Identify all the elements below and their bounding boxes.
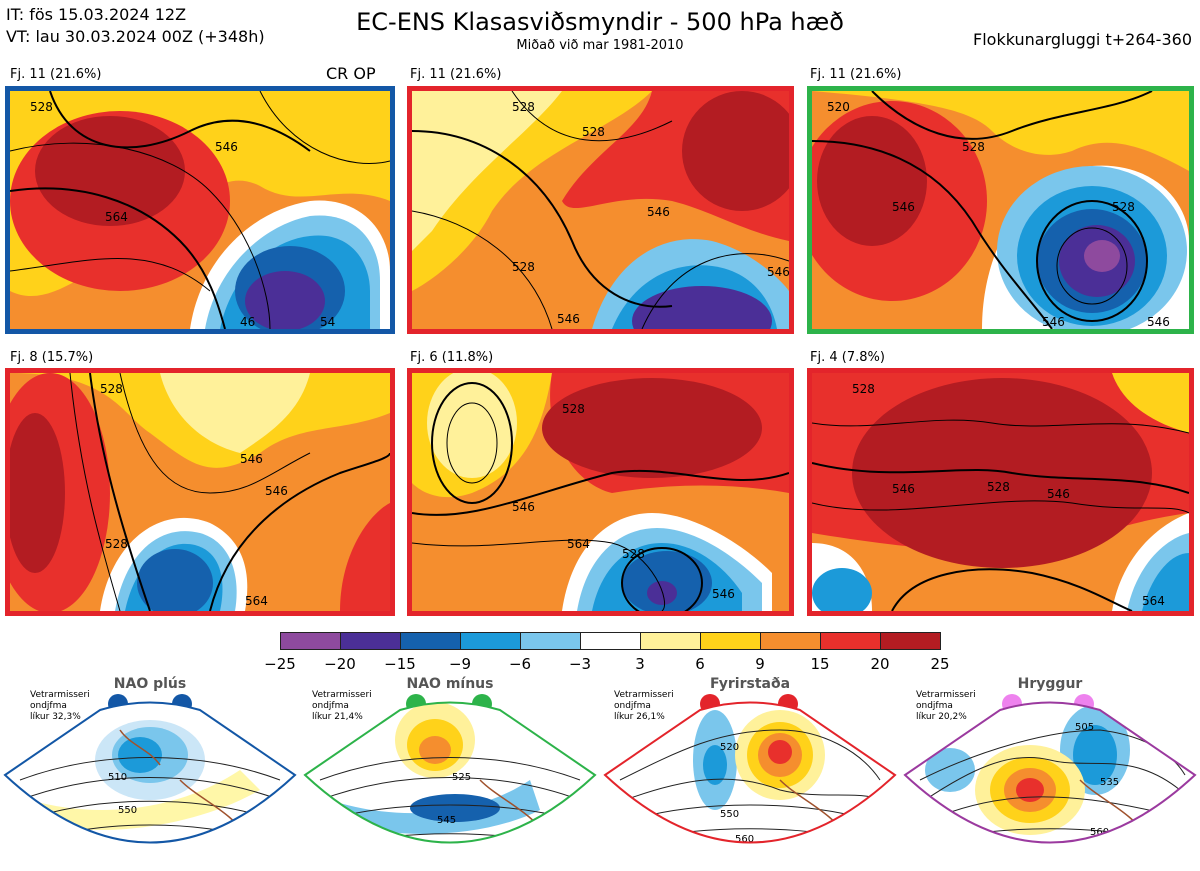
- contour-label: 546: [1042, 315, 1065, 329]
- colorbar-swatch: [520, 632, 581, 650]
- cluster-map-5: 528 546 564 546 528: [407, 368, 794, 616]
- header-info: IT: fös 15.03.2024 12Z VT: lau 30.03.202…: [6, 4, 265, 48]
- colorbar-tick: 3: [635, 655, 645, 673]
- colorbar-swatch: [880, 632, 941, 650]
- colorbar-tick: −25: [264, 655, 296, 673]
- contour-label: 564: [245, 594, 268, 608]
- contour-label: 546: [647, 205, 670, 219]
- contour-label: 54: [320, 315, 335, 329]
- regime-2-map: 525 545 565: [303, 701, 597, 861]
- regime-4-contour: 535: [1100, 777, 1119, 788]
- regime-3-contour: 550: [720, 809, 739, 820]
- contour-label: 528: [987, 480, 1010, 494]
- cluster-map-6: 528 546 528 546 564: [807, 368, 1194, 616]
- regime-4-note: Vetrarmisseri ondjfma líkur 20,2%: [916, 690, 976, 722]
- regime-4-contour: 560: [1090, 827, 1109, 838]
- colorbar-swatch: [700, 632, 761, 650]
- regime-4-title: Hryggur: [1017, 676, 1083, 692]
- regime-3-title: Fyrirstaða: [709, 676, 791, 692]
- issue-time: IT: fös 15.03.2024 12Z: [6, 5, 187, 24]
- regime-4-contour: 505: [1075, 722, 1094, 733]
- contour-label: 546: [512, 500, 535, 514]
- colorbar-tick: −6: [508, 655, 532, 673]
- regime-1-title: NAO plús: [113, 676, 187, 692]
- regime-3-contour: 560: [735, 834, 754, 845]
- contour-label: 546: [712, 587, 735, 601]
- cluster-map-1: 564 528 546 46 54: [5, 86, 395, 334]
- contour-label: 528: [30, 100, 53, 114]
- colorbar-swatch: [760, 632, 821, 650]
- contour-label: 546: [215, 140, 238, 154]
- regime-2-contour: 565: [448, 850, 467, 861]
- page-title: EC-ENS Klasasviðsmyndir - 500 hPa hæð: [356, 8, 844, 36]
- colorbar-tick: −15: [384, 655, 416, 673]
- regime-4-map: 505 535 560: [903, 701, 1197, 844]
- regime-3-contour: 520: [720, 742, 739, 753]
- contour-label: 528: [852, 382, 875, 396]
- colorbar-swatch: [400, 632, 461, 650]
- contour-label: 546: [892, 482, 915, 496]
- regime-1-contour: 510: [108, 772, 127, 783]
- colorbar-swatch: [340, 632, 401, 650]
- panel-1-badge: CR OP: [326, 64, 376, 83]
- contour-label: 546: [1047, 487, 1070, 501]
- cluster-map-2: 528 528 546 528 546 546: [407, 86, 794, 334]
- colorbar-tick: −20: [324, 655, 356, 673]
- contour-label: 528: [105, 537, 128, 551]
- contour-label: 546: [557, 312, 580, 326]
- colorbar-swatch: [820, 632, 881, 650]
- contour-label: 546: [1147, 315, 1170, 329]
- contour-label: 528: [582, 125, 605, 139]
- panel-2-label: Fj. 11 (21.6%): [410, 67, 502, 82]
- regime-1-contour: 550: [118, 805, 137, 816]
- cluster-map-4: 528 546 528 546 564: [5, 368, 395, 616]
- contour-label: 528: [100, 382, 123, 396]
- contour-label: 564: [105, 210, 128, 224]
- regime-2-note: Vetrarmisseri ondjfma líkur 21,4%: [312, 690, 372, 722]
- contour-label: 528: [512, 100, 535, 114]
- contour-label: 520: [827, 100, 850, 114]
- contour-label: 528: [962, 140, 985, 154]
- regime-1-note: Vetrarmisseri ondjfma líkur 32,3%: [30, 690, 90, 722]
- contour-label: 564: [567, 537, 590, 551]
- panel-5-label: Fj. 6 (11.8%): [410, 350, 494, 365]
- colorbar-tick: −3: [568, 655, 592, 673]
- regime-2-title: NAO mínus: [406, 676, 494, 692]
- contour-label: 46: [240, 315, 255, 329]
- contour-label: 528: [1112, 200, 1135, 214]
- colorbar-tick: 15: [810, 655, 830, 673]
- colorbar-swatch: [280, 632, 341, 650]
- regime-3-map: 520 550 560: [603, 701, 897, 845]
- contour-label: 528: [512, 260, 535, 274]
- valid-time: VT: lau 30.03.2024 00Z (+348h): [6, 27, 265, 46]
- regime-1-map: 510 550: [3, 701, 297, 844]
- regime-2-contour: 545: [437, 815, 456, 826]
- panel-4-label: Fj. 8 (15.7%): [10, 350, 94, 365]
- colorbar-tick: 25: [930, 655, 950, 673]
- colorbar-swatch: [460, 632, 521, 650]
- contour-label: 528: [562, 402, 585, 416]
- colorbar-tick: 9: [755, 655, 765, 673]
- contour-label: 546: [265, 484, 288, 498]
- classification-window: Flokkunargluggi t+264-360: [973, 30, 1192, 49]
- contour-label: 546: [240, 452, 263, 466]
- panel-3-label: Fj. 11 (21.6%): [810, 67, 902, 82]
- contour-label: 528: [622, 547, 645, 561]
- regime-3-note: Vetrarmisseri ondjfma líkur 26,1%: [614, 690, 674, 722]
- page-subtitle: Miðað við mar 1981-2010: [516, 38, 684, 53]
- colorbar-tick: −9: [448, 655, 472, 673]
- colorbar-tick: 6: [695, 655, 705, 673]
- panel-6-label: Fj. 4 (7.8%): [810, 350, 885, 365]
- panel-1-label: Fj. 11 (21.6%): [10, 67, 102, 82]
- contour-label: 546: [767, 265, 789, 279]
- regime-2-contour: 525: [452, 772, 471, 783]
- contour-label: 546: [892, 200, 915, 214]
- colorbar-tick: 20: [870, 655, 890, 673]
- colorbar-swatch: [580, 632, 641, 650]
- colorbar-swatch: [640, 632, 701, 650]
- contour-label: 564: [1142, 594, 1165, 608]
- cluster-map-3: 520 528 546 528 546 546: [807, 86, 1194, 334]
